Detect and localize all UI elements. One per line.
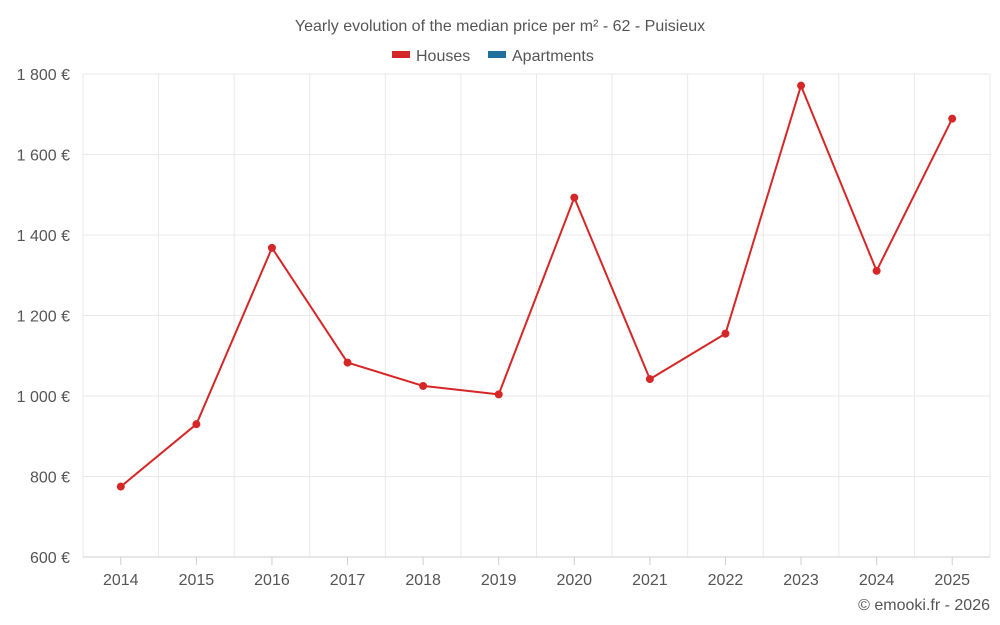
x-tick-label: 2017: [330, 572, 366, 589]
credit-text: © emooki.fr - 2026: [858, 597, 990, 614]
legend-swatch-houses: [392, 51, 410, 58]
data-point-houses[interactable]: [948, 114, 957, 123]
y-tick-label: 1 800 €: [17, 67, 70, 84]
legend-swatch-apartments: [488, 51, 506, 58]
legend-label-houses: Houses: [416, 48, 470, 65]
legend-label-apartments: Apartments: [512, 48, 594, 65]
data-point-houses[interactable]: [797, 81, 806, 90]
x-tick-label: 2022: [708, 572, 744, 589]
data-point-houses[interactable]: [872, 266, 881, 275]
data-point-houses[interactable]: [419, 381, 428, 390]
legend-item-apartments[interactable]: Apartments: [488, 48, 594, 65]
data-point-houses[interactable]: [645, 375, 654, 384]
x-tick-label: 2023: [783, 572, 819, 589]
x-tick-label: 2014: [103, 572, 139, 589]
y-tick-label: 800 €: [30, 470, 70, 487]
data-point-houses[interactable]: [343, 358, 352, 367]
data-point-houses[interactable]: [721, 329, 730, 338]
y-tick-label: 1 000 €: [17, 389, 70, 406]
y-tick-label: 600 €: [30, 550, 70, 567]
data-point-houses[interactable]: [570, 193, 579, 202]
chart-title: Yearly evolution of the median price per…: [295, 18, 705, 35]
series-line-houses: [120, 84, 954, 488]
legend-item-houses[interactable]: Houses: [392, 48, 470, 65]
x-tick-label: 2015: [179, 572, 215, 589]
x-axis: 2014 2015 2016 2017 2018 2019 2020 2021 2022 2023…: [83, 556, 990, 589]
grid: [82, 73, 991, 557]
x-tick-label: 2016: [254, 572, 290, 589]
data-point-houses[interactable]: [267, 243, 276, 252]
data-point-houses[interactable]: [494, 390, 503, 399]
y-tick-label: 1 600 €: [17, 148, 70, 165]
legend: Houses Apartments: [392, 48, 594, 65]
x-tick-label: 2020: [556, 572, 592, 589]
plot-area: [116, 81, 957, 491]
x-tick-label: 2025: [934, 572, 970, 589]
y-axis: 600 € 800 € 1 000 € 1 200 € 1 400 € 1 600 € 1 …: [17, 67, 70, 567]
x-tick-label: 2024: [859, 572, 895, 589]
x-tick-label: 2018: [405, 572, 441, 589]
y-tick-label: 1 400 €: [17, 228, 70, 245]
x-tick-label: 2019: [481, 572, 517, 589]
y-tick-label: 1 200 €: [17, 309, 70, 326]
x-tick-label: 2021: [632, 572, 668, 589]
data-point-houses[interactable]: [116, 482, 125, 491]
data-point-houses[interactable]: [192, 420, 201, 429]
